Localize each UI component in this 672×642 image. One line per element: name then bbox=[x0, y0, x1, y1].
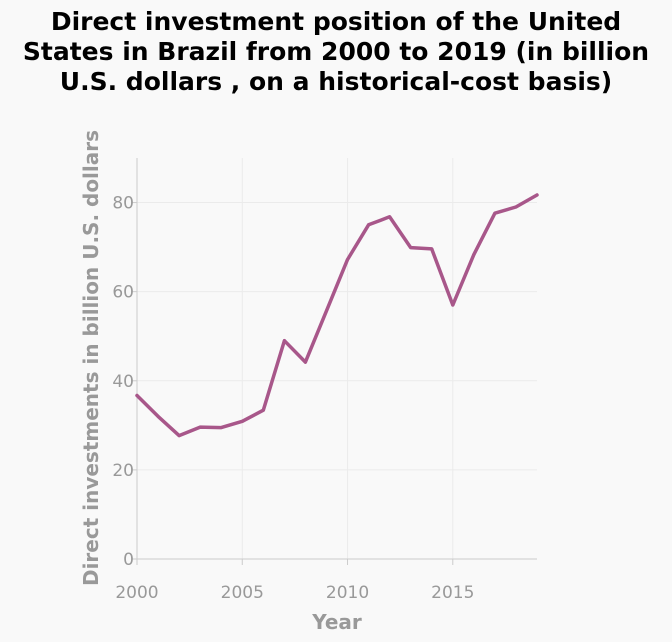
data-point bbox=[493, 211, 497, 215]
x-tick-label: 2005 bbox=[221, 583, 264, 603]
y-tick-label: 60 bbox=[112, 283, 134, 303]
data-point bbox=[451, 303, 455, 307]
data-point bbox=[324, 309, 328, 313]
chart-title: Direct investment position of the United… bbox=[23, 7, 649, 96]
x-axis-title: Year bbox=[311, 610, 362, 634]
y-axis-title: Direct investments in billion U.S. dolla… bbox=[79, 130, 103, 586]
data-point bbox=[409, 246, 413, 250]
x-axis-ticks: 2000 2005 2010 2015 bbox=[115, 559, 474, 603]
data-point bbox=[514, 205, 518, 209]
y-tick-label: 0 bbox=[123, 550, 134, 570]
data-point bbox=[388, 215, 392, 219]
y-tick-label: 20 bbox=[112, 461, 134, 481]
data-point bbox=[535, 193, 539, 197]
data-point bbox=[177, 434, 181, 438]
y-tick-label: 40 bbox=[112, 372, 134, 392]
chart-title-line-2: States in Brazil from 2000 to 2019 (in b… bbox=[23, 37, 649, 66]
x-tick-label: 2015 bbox=[431, 583, 474, 603]
chart-title-line-1: Direct investment position of the United bbox=[51, 7, 621, 36]
data-point bbox=[430, 247, 434, 251]
data-point bbox=[261, 408, 265, 412]
x-tick-label: 2000 bbox=[115, 583, 158, 603]
data-point bbox=[156, 414, 160, 418]
series-line bbox=[135, 193, 539, 438]
data-point bbox=[282, 339, 286, 343]
data-point bbox=[198, 425, 202, 429]
data-point bbox=[346, 258, 350, 262]
axes bbox=[136, 158, 537, 560]
data-point bbox=[472, 253, 476, 257]
data-point bbox=[135, 393, 139, 397]
y-axis-ticks: 0 20 40 60 80 bbox=[112, 194, 137, 570]
data-point bbox=[240, 419, 244, 423]
data-series bbox=[135, 193, 539, 438]
data-point bbox=[303, 360, 307, 364]
chart-title-line-3: U.S. dollars , on a historical-cost basi… bbox=[60, 67, 612, 96]
y-tick-label: 80 bbox=[112, 194, 134, 214]
x-tick-label: 2010 bbox=[326, 583, 369, 603]
data-point bbox=[367, 223, 371, 227]
data-point bbox=[219, 426, 223, 430]
plot-area bbox=[137, 158, 537, 559]
